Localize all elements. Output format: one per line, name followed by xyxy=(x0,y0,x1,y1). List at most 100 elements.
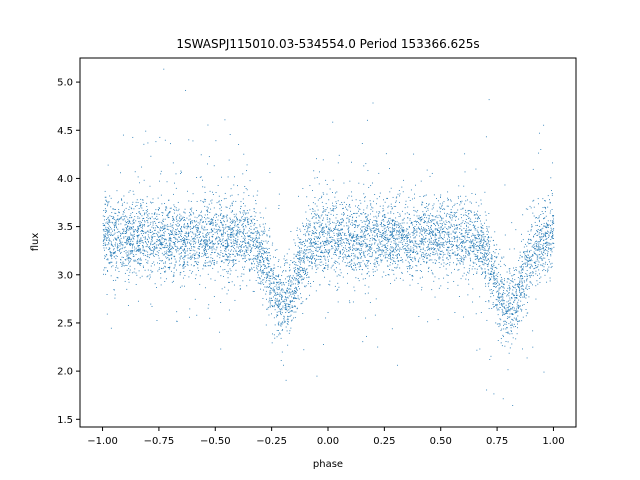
data-point xyxy=(345,256,347,258)
data-point xyxy=(516,295,517,297)
data-point xyxy=(235,240,237,242)
data-point xyxy=(252,257,254,259)
data-point xyxy=(133,260,135,262)
data-point xyxy=(464,214,466,216)
data-point xyxy=(393,213,395,215)
data-point xyxy=(142,233,144,235)
data-point xyxy=(289,304,291,306)
data-point xyxy=(222,269,224,271)
data-point xyxy=(335,217,337,219)
data-point xyxy=(183,249,185,251)
data-point xyxy=(333,228,335,229)
data-point xyxy=(489,240,491,242)
data-point xyxy=(486,234,488,235)
data-point xyxy=(150,232,152,233)
data-point xyxy=(419,240,421,242)
data-point xyxy=(335,261,337,262)
data-point xyxy=(523,304,525,305)
data-point xyxy=(392,247,394,249)
data-point xyxy=(244,251,246,253)
data-point xyxy=(379,224,381,225)
data-point xyxy=(389,248,391,250)
data-point xyxy=(226,293,228,295)
data-point xyxy=(532,255,533,257)
data-point xyxy=(181,252,182,254)
data-point xyxy=(450,217,451,219)
data-point xyxy=(186,232,188,234)
data-point xyxy=(467,250,469,252)
data-point xyxy=(332,247,334,249)
data-point xyxy=(260,217,262,218)
data-point xyxy=(320,251,322,253)
data-point xyxy=(123,229,125,231)
data-point xyxy=(152,202,154,204)
data-point xyxy=(537,230,538,232)
data-point xyxy=(451,253,453,255)
data-point xyxy=(547,251,549,253)
data-point xyxy=(264,277,266,279)
data-point xyxy=(137,249,139,250)
data-point xyxy=(422,218,424,220)
data-point xyxy=(377,257,379,259)
data-point xyxy=(220,302,222,303)
data-point xyxy=(136,240,138,242)
data-point xyxy=(433,241,435,243)
data-point xyxy=(139,249,141,251)
data-point xyxy=(324,276,326,278)
data-point xyxy=(258,236,260,238)
data-point xyxy=(210,254,212,256)
data-point xyxy=(525,273,527,274)
data-point xyxy=(167,214,169,216)
data-point xyxy=(393,236,395,238)
data-point xyxy=(266,267,268,269)
data-point xyxy=(171,257,173,259)
data-point xyxy=(110,244,112,246)
data-point xyxy=(157,235,159,237)
data-point xyxy=(363,232,365,234)
data-point xyxy=(343,212,345,213)
data-point xyxy=(130,213,132,215)
data-point xyxy=(361,236,363,238)
data-point xyxy=(138,262,140,264)
data-point xyxy=(273,291,275,293)
data-point xyxy=(224,227,226,229)
data-point xyxy=(551,192,553,194)
data-point xyxy=(386,257,388,259)
data-point xyxy=(236,217,237,219)
data-point xyxy=(348,195,350,197)
data-point xyxy=(361,221,363,223)
data-point xyxy=(319,198,321,200)
data-point xyxy=(255,240,257,242)
data-point xyxy=(134,268,136,270)
data-point xyxy=(191,238,193,240)
data-point xyxy=(511,318,513,320)
data-point xyxy=(458,224,460,226)
data-point xyxy=(503,307,505,308)
data-point xyxy=(232,200,234,202)
data-point xyxy=(315,258,317,260)
data-point xyxy=(196,264,198,265)
data-point xyxy=(375,215,377,217)
data-point xyxy=(363,183,365,185)
data-point xyxy=(290,294,292,296)
data-point xyxy=(257,245,259,247)
data-point xyxy=(223,262,225,264)
data-point xyxy=(464,246,465,248)
data-point xyxy=(441,237,442,238)
data-point xyxy=(262,223,264,225)
data-point xyxy=(539,256,541,258)
data-point xyxy=(138,270,140,272)
data-point xyxy=(468,217,470,219)
data-point xyxy=(326,241,328,243)
data-point xyxy=(471,250,473,252)
data-point xyxy=(103,273,104,275)
data-point xyxy=(348,265,350,267)
data-point xyxy=(465,209,466,211)
data-point xyxy=(486,250,488,251)
data-point xyxy=(292,297,294,299)
data-point xyxy=(206,223,208,225)
data-point xyxy=(106,294,108,295)
data-point xyxy=(506,271,508,273)
data-point xyxy=(450,255,452,257)
data-point xyxy=(349,215,351,217)
